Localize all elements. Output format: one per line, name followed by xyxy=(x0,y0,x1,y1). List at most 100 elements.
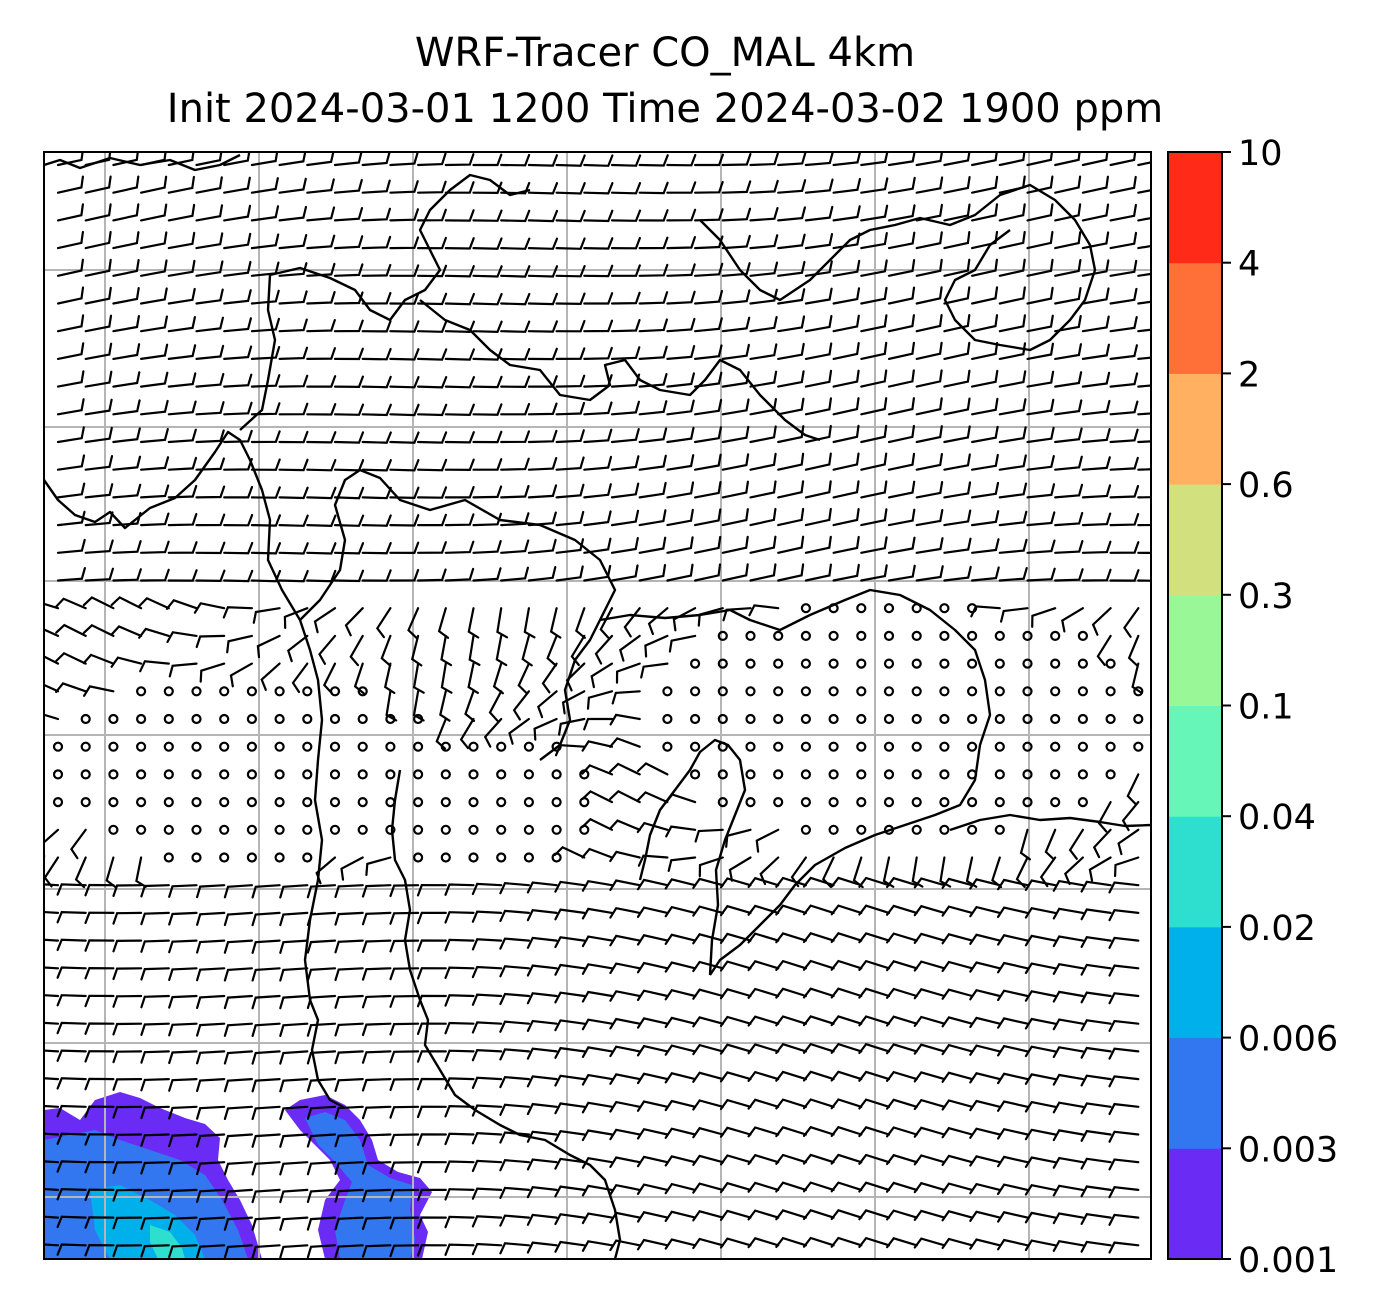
wind-barb xyxy=(472,320,503,334)
wind-barb xyxy=(998,482,1028,499)
wind-barb xyxy=(140,399,169,416)
wind-barb xyxy=(725,828,752,848)
wind-barb xyxy=(444,1132,475,1146)
calm-wind-marker xyxy=(911,713,922,725)
wind-barb xyxy=(140,994,170,1009)
wind-barb xyxy=(140,967,170,981)
wind-barb xyxy=(747,1070,780,1082)
calm-wind-marker xyxy=(274,741,285,752)
wind-barb xyxy=(886,1070,918,1082)
wind-barb xyxy=(636,821,669,834)
wind-barb xyxy=(886,987,918,999)
wind-barb xyxy=(583,510,612,527)
calm-wind-marker xyxy=(136,686,147,697)
calm-wind-marker xyxy=(883,630,895,642)
wind-barb xyxy=(444,1243,475,1256)
wind-barb xyxy=(1137,412,1151,416)
wind-barb xyxy=(609,1183,641,1196)
wind-barb xyxy=(1108,1047,1140,1060)
calm-wind-marker xyxy=(468,852,479,863)
wind-barb xyxy=(527,182,559,195)
wind-barb xyxy=(858,904,891,916)
wind-barb xyxy=(389,967,420,981)
calm-wind-marker xyxy=(1050,686,1061,697)
calm-wind-marker xyxy=(828,796,839,808)
calm-wind-marker xyxy=(689,658,701,669)
wind-barb xyxy=(1127,634,1140,667)
wind-barb xyxy=(1052,962,1084,975)
calm-wind-marker xyxy=(468,796,479,808)
wind-barb xyxy=(278,205,308,222)
wind-barb xyxy=(1054,483,1084,499)
wind-barb xyxy=(692,960,724,973)
calm-wind-marker xyxy=(52,796,64,808)
wind-barb xyxy=(278,458,309,472)
wind-barb xyxy=(361,459,392,472)
calm-wind-marker xyxy=(302,824,313,835)
wind-barb xyxy=(581,764,614,776)
wind-barb xyxy=(747,1153,780,1166)
wind-barb xyxy=(581,879,614,892)
wind-barb xyxy=(512,690,530,721)
wind-barb xyxy=(389,152,419,167)
wind-barb xyxy=(112,1133,143,1147)
wind-barb xyxy=(721,535,749,554)
wind-barb xyxy=(499,1075,530,1089)
wind-barb xyxy=(222,606,253,619)
wind-barb xyxy=(278,290,308,305)
wind-barb xyxy=(830,987,863,999)
wind-barb xyxy=(721,453,750,471)
calm-wind-marker xyxy=(551,796,562,808)
wind-barb xyxy=(609,1211,641,1224)
wind-barb xyxy=(804,205,834,222)
coastline-western-peninsula xyxy=(44,430,346,1110)
wind-barb xyxy=(555,429,585,444)
wind-barb xyxy=(583,483,612,499)
wind-barb xyxy=(802,1015,835,1027)
wind-barb xyxy=(196,1022,226,1037)
calm-wind-marker xyxy=(302,852,313,863)
calm-wind-marker xyxy=(246,796,257,808)
wind-barb xyxy=(749,152,779,167)
calm-wind-marker xyxy=(136,741,147,752)
wind-barb xyxy=(887,564,916,582)
wind-barb xyxy=(195,401,225,416)
wind-barb xyxy=(1137,328,1151,333)
wind-barb xyxy=(56,454,86,471)
wind-barb xyxy=(609,850,641,863)
wind-barb xyxy=(196,939,226,954)
wind-barb xyxy=(527,209,559,223)
wind-barb xyxy=(802,932,835,944)
wind-barb xyxy=(1026,567,1056,582)
wind-barb xyxy=(636,762,669,776)
wind-barb xyxy=(590,662,614,689)
wind-barb xyxy=(140,568,170,582)
colorbar-tick-label: 0.02 xyxy=(1238,909,1316,949)
wind-barb xyxy=(112,371,141,388)
wind-barb xyxy=(167,541,198,554)
wind-barb xyxy=(747,987,780,999)
wind-barb xyxy=(223,1050,253,1065)
wind-barb xyxy=(749,261,779,277)
calm-wind-marker xyxy=(994,630,1005,642)
wind-barb xyxy=(167,175,195,194)
wind-barb xyxy=(250,542,281,555)
wind-barb xyxy=(777,507,805,527)
wind-barb xyxy=(467,662,479,694)
wind-barb xyxy=(492,662,504,695)
wind-barb xyxy=(997,1211,1029,1223)
wind-barb xyxy=(943,453,971,471)
wind-barb xyxy=(1108,936,1140,949)
wind-barb xyxy=(610,182,642,195)
calm-wind-marker xyxy=(191,741,202,752)
calm-wind-marker xyxy=(689,741,701,752)
wind-barb xyxy=(887,286,916,305)
wind-barb xyxy=(998,567,1028,582)
wind-barb xyxy=(1081,456,1111,471)
wind-barb xyxy=(417,292,448,306)
calm-wind-marker xyxy=(136,824,147,835)
calm-wind-marker xyxy=(911,741,922,752)
wind-barb xyxy=(913,932,946,944)
wind-barb xyxy=(56,1077,87,1090)
